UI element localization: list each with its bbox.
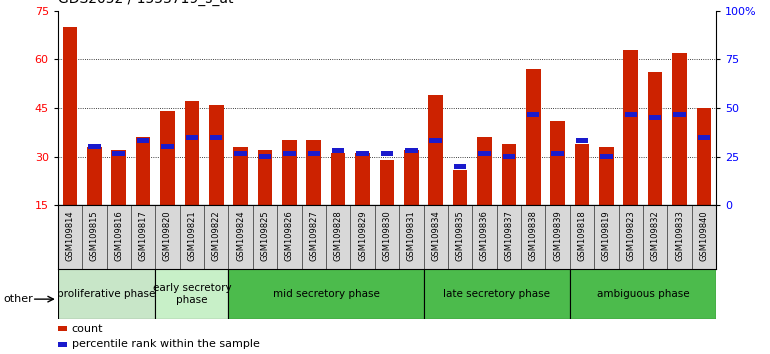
Bar — [624, 112, 637, 117]
Text: GSM109833: GSM109833 — [675, 210, 684, 261]
Text: ambiguous phase: ambiguous phase — [597, 289, 689, 299]
Bar — [574, 144, 589, 205]
Bar — [88, 144, 101, 149]
Bar — [405, 148, 417, 153]
Text: GSM109814: GSM109814 — [65, 210, 75, 261]
Bar — [233, 147, 248, 205]
Bar — [600, 154, 613, 159]
Bar — [64, 245, 76, 250]
Text: GSM109832: GSM109832 — [651, 210, 660, 261]
Text: other: other — [4, 294, 34, 304]
Text: GSM109838: GSM109838 — [529, 210, 537, 261]
Text: GSM109840: GSM109840 — [699, 210, 708, 261]
Text: mid secretory phase: mid secretory phase — [273, 289, 380, 299]
Bar — [380, 160, 394, 205]
Bar — [424, 269, 570, 319]
Bar — [477, 137, 492, 205]
Text: GSM109836: GSM109836 — [480, 210, 489, 261]
Bar — [503, 154, 515, 159]
Bar — [404, 150, 419, 205]
Text: GSM109820: GSM109820 — [163, 210, 172, 261]
Bar — [307, 151, 320, 156]
Bar — [454, 164, 467, 169]
Bar — [161, 144, 174, 149]
Bar — [58, 269, 156, 319]
Bar — [698, 135, 710, 139]
Text: GSM109826: GSM109826 — [285, 210, 294, 261]
Text: GSM109825: GSM109825 — [260, 210, 269, 261]
Bar — [259, 154, 271, 159]
Bar — [551, 121, 565, 205]
Bar — [551, 151, 564, 156]
Bar — [478, 151, 490, 156]
Text: GSM109816: GSM109816 — [114, 210, 123, 261]
Text: GSM109835: GSM109835 — [456, 210, 464, 261]
Bar — [136, 137, 150, 205]
Bar — [210, 135, 223, 139]
Bar — [186, 135, 198, 139]
Bar — [112, 150, 126, 205]
Bar — [332, 148, 344, 153]
Bar — [355, 153, 370, 205]
Text: GSM109822: GSM109822 — [212, 210, 221, 261]
Bar — [673, 112, 686, 117]
Text: count: count — [72, 324, 103, 333]
Bar — [672, 53, 687, 205]
Text: GSM109821: GSM109821 — [187, 210, 196, 261]
Bar — [156, 269, 229, 319]
Bar — [306, 141, 321, 205]
Bar — [649, 115, 661, 120]
Bar — [624, 50, 638, 205]
Bar — [380, 151, 393, 156]
Bar — [570, 269, 716, 319]
Bar — [112, 151, 125, 156]
Text: GSM109834: GSM109834 — [431, 210, 440, 261]
Text: GDS2052 / 1553719_s_at: GDS2052 / 1553719_s_at — [58, 0, 233, 6]
Bar — [229, 269, 424, 319]
Text: early secretory
phase: early secretory phase — [152, 283, 231, 305]
Text: late secretory phase: late secretory phase — [444, 289, 550, 299]
Text: GSM109824: GSM109824 — [236, 210, 245, 261]
Bar — [527, 112, 540, 117]
Bar — [209, 105, 223, 205]
Bar — [648, 72, 662, 205]
Text: GSM109837: GSM109837 — [504, 210, 514, 261]
Text: GSM109828: GSM109828 — [333, 210, 343, 261]
Bar — [331, 153, 346, 205]
Bar — [160, 111, 175, 205]
Bar — [87, 147, 102, 205]
Text: GSM109831: GSM109831 — [407, 210, 416, 261]
Bar — [185, 102, 199, 205]
Bar — [526, 69, 541, 205]
Text: GSM109830: GSM109830 — [383, 210, 391, 261]
Text: GSM109839: GSM109839 — [553, 210, 562, 261]
Bar — [697, 108, 711, 205]
Bar — [430, 138, 442, 143]
Bar — [599, 147, 614, 205]
Text: GSM109818: GSM109818 — [578, 210, 587, 261]
Text: GSM109819: GSM109819 — [602, 210, 611, 261]
Text: GSM109815: GSM109815 — [90, 210, 99, 261]
Bar — [576, 138, 588, 143]
Text: GSM109817: GSM109817 — [139, 210, 148, 261]
Text: GSM109829: GSM109829 — [358, 210, 367, 261]
Text: percentile rank within the sample: percentile rank within the sample — [72, 339, 259, 349]
Text: proliferative phase: proliferative phase — [57, 289, 156, 299]
Bar — [428, 95, 443, 205]
Bar — [234, 151, 247, 156]
Bar — [357, 151, 369, 156]
Bar — [501, 144, 516, 205]
Bar — [258, 150, 273, 205]
Text: GSM109823: GSM109823 — [626, 210, 635, 261]
Text: GSM109827: GSM109827 — [310, 210, 318, 261]
Bar — [137, 138, 149, 143]
Bar — [453, 170, 467, 205]
Bar — [282, 141, 296, 205]
Bar — [283, 151, 296, 156]
Bar — [62, 27, 77, 205]
